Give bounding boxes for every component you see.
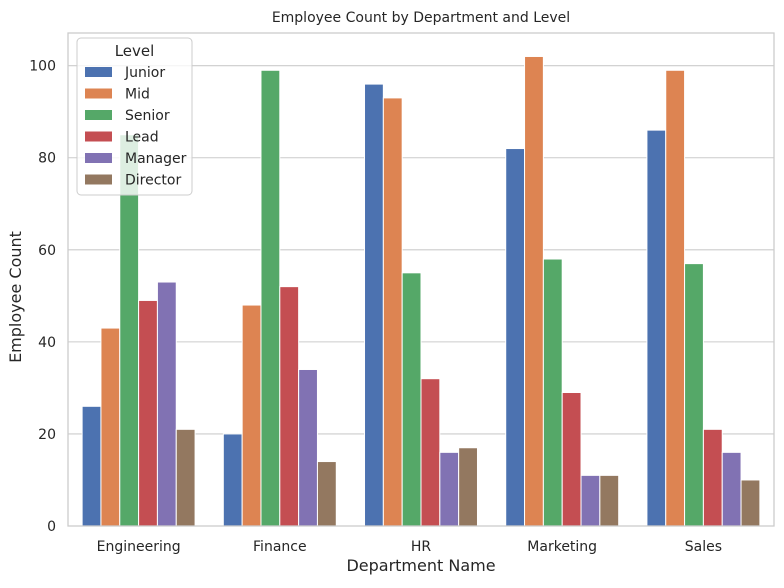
y-tick-label: 0 [47, 519, 56, 535]
bar-mid-sales [665, 69, 686, 527]
legend-swatch-junior [85, 67, 112, 77]
bar-director-marketing [599, 474, 620, 527]
axes-frame [67, 32, 775, 527]
bar-director-engineering [175, 428, 196, 527]
legend: Level Junior Mid Senior Lead Manager Director [76, 37, 193, 196]
legend-label-junior: Junior [124, 65, 165, 81]
x-tick-label: Engineering [97, 539, 181, 555]
bar-manager-marketing [580, 474, 601, 527]
y-tick-label: 100 [29, 59, 56, 75]
bar-senior-marketing [542, 258, 563, 527]
y-tick-label: 40 [38, 335, 56, 351]
bar-director-hr [458, 447, 478, 527]
bar-junior-finance [222, 433, 243, 527]
bar-junior-marketing [505, 148, 526, 527]
x-tick-label: Sales [685, 539, 722, 555]
legend-swatch-director [85, 174, 112, 185]
bar-mid-marketing [524, 55, 544, 527]
legend-swatch-mid [85, 88, 112, 99]
bar-manager-sales [721, 451, 742, 527]
bar-lead-finance [279, 286, 300, 527]
bar-mid-engineering [100, 327, 121, 527]
y-tick-label: 20 [38, 427, 56, 443]
x-axis-title: Department Name [346, 556, 495, 575]
x-tick-label: HR [411, 539, 432, 555]
bar-senior-hr [401, 272, 422, 527]
bar-senior-sales [684, 263, 704, 527]
legend-swatch-lead [85, 131, 112, 142]
legend-label-lead: Lead [125, 130, 159, 146]
bar-manager-finance [298, 368, 318, 527]
bar-director-finance [316, 461, 337, 527]
legend-label-senior: Senior [125, 108, 170, 124]
legend-swatch-senior [85, 110, 112, 120]
bar-lead-sales [702, 428, 723, 527]
bar-mid-finance [241, 304, 262, 527]
bar-senior-finance [260, 69, 281, 527]
chart-title: Employee Count by Department and Level [272, 10, 570, 26]
bar-manager-hr [439, 451, 460, 527]
bar-junior-hr [364, 83, 384, 527]
legend-label-director: Director [125, 173, 181, 189]
legend-label-manager: Manager [125, 151, 187, 167]
bar-lead-marketing [561, 392, 582, 527]
legend-label-mid: Mid [125, 87, 150, 103]
legend-title: Level [115, 42, 155, 60]
y-tick-label: 60 [38, 243, 56, 259]
y-axis-title: Employee Count [6, 231, 25, 363]
axes-layer: 0 20 40 60 80 100 Engineering Finance HR Marketin… [29, 32, 775, 555]
bar-lead-hr [420, 378, 441, 527]
x-tick-label: Finance [253, 539, 307, 555]
bar-manager-engineering [156, 281, 177, 527]
y-tick-label: 80 [38, 151, 56, 167]
x-tick-label: Marketing [527, 539, 597, 555]
bars-layer [81, 55, 761, 527]
legend-swatch-manager [85, 153, 112, 163]
bar-junior-sales [646, 129, 667, 527]
bar-lead-engineering [138, 299, 158, 527]
bar-director-sales [740, 479, 761, 527]
bar-junior-engineering [81, 405, 102, 527]
bar-mid-hr [382, 97, 403, 527]
